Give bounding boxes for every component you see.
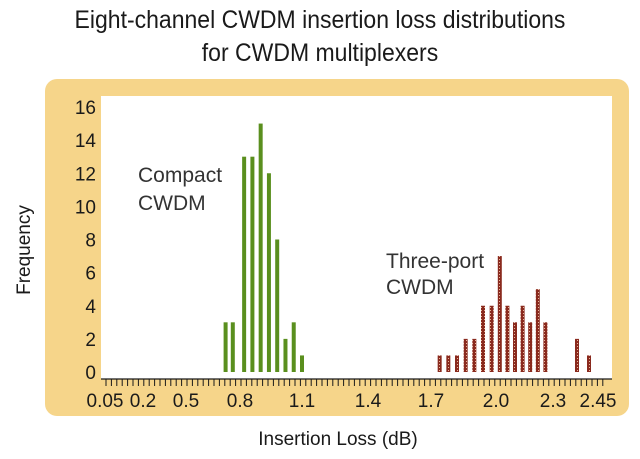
x-tick-label: 2.45	[580, 391, 617, 412]
three-port-cwdm-bar	[437, 355, 442, 372]
three-port-cwdm-bar	[463, 338, 468, 372]
three-port-cwdm-bar	[535, 289, 540, 372]
y-tick-label: 16	[75, 98, 96, 119]
plot-area	[101, 96, 612, 379]
y-tick-label: 2	[85, 330, 96, 351]
compact-cwdm-bar	[258, 123, 263, 372]
y-tick-label: 10	[75, 197, 96, 218]
three-port-cwdm-bar	[472, 338, 477, 372]
y-tick-label: 0	[85, 363, 96, 384]
y-tick-label: 4	[85, 297, 96, 318]
x-tick-label: 1.7	[418, 391, 444, 412]
three-port-cwdm-bar	[575, 338, 579, 372]
chart-title: Eight-channel CWDM insertion loss distri…	[26, 4, 615, 70]
y-tick-labels: 0 2 4 6 8 10 12 14 16	[75, 98, 97, 384]
y-tick-label: 14	[75, 131, 97, 152]
three-port-cwdm-bar	[528, 322, 533, 372]
x-tick-label: 0.5	[173, 391, 199, 412]
compact-cwdm-bar	[230, 322, 235, 372]
x-tick-label: 2.0	[483, 391, 509, 412]
compact-cwdm-bar	[242, 156, 247, 372]
compact-label-line-1: Compact	[138, 164, 222, 187]
compact-cwdm-bar	[283, 338, 288, 372]
three-port-cwdm-bar	[587, 355, 591, 372]
x-tick-labels: 0.05 0.2 0.5 0.8 1.1 1.4 1.7 2.0 2.3 2.45	[87, 391, 617, 412]
x-tick-label: 0.2	[130, 391, 156, 412]
x-tick-label: 0.8	[227, 391, 253, 412]
three-port-cwdm-bar	[505, 305, 510, 372]
y-tick-label: 12	[75, 164, 96, 185]
x-axis-ticks	[105, 379, 604, 386]
compact-cwdm-bar	[266, 173, 271, 372]
bars	[223, 123, 591, 372]
x-axis-title: Insertion Loss (dB)	[258, 429, 417, 450]
x-tick-label: 0.05	[87, 391, 124, 412]
three-port-cwdm-bar	[446, 355, 451, 372]
chart-title-line-1: Eight-channel CWDM insertion loss distri…	[74, 6, 566, 34]
three-port-cwdm-bar	[489, 305, 494, 372]
x-tick-label: 1.4	[355, 391, 382, 412]
compact-cwdm-bar	[291, 322, 296, 372]
y-tick-label: 6	[85, 264, 96, 285]
three-port-cwdm-bar	[455, 355, 459, 372]
y-tick-label: 8	[85, 231, 96, 252]
compact-label-line-2: CWDM	[138, 192, 206, 215]
three-port-cwdm-bar	[520, 305, 525, 372]
compact-cwdm-bar	[300, 355, 304, 372]
x-tick-label: 1.1	[289, 391, 315, 412]
compact-cwdm-bar	[223, 322, 228, 372]
three-port-cwdm-bar	[481, 305, 485, 372]
three-port-cwdm-bar	[513, 322, 517, 372]
x-tick-label: 2.3	[540, 391, 566, 412]
three-port-label-line-1: Three-port	[386, 250, 484, 273]
three-port-cwdm-bar	[497, 256, 502, 372]
three-port-label-line-2: CWDM	[386, 276, 454, 299]
chart-title-line-2: for CWDM multiplexers	[201, 39, 439, 67]
y-axis-title: Frequency	[14, 205, 35, 295]
three-port-cwdm-bar	[543, 322, 548, 372]
compact-cwdm-bar	[275, 239, 280, 372]
compact-cwdm-bar	[250, 156, 255, 372]
